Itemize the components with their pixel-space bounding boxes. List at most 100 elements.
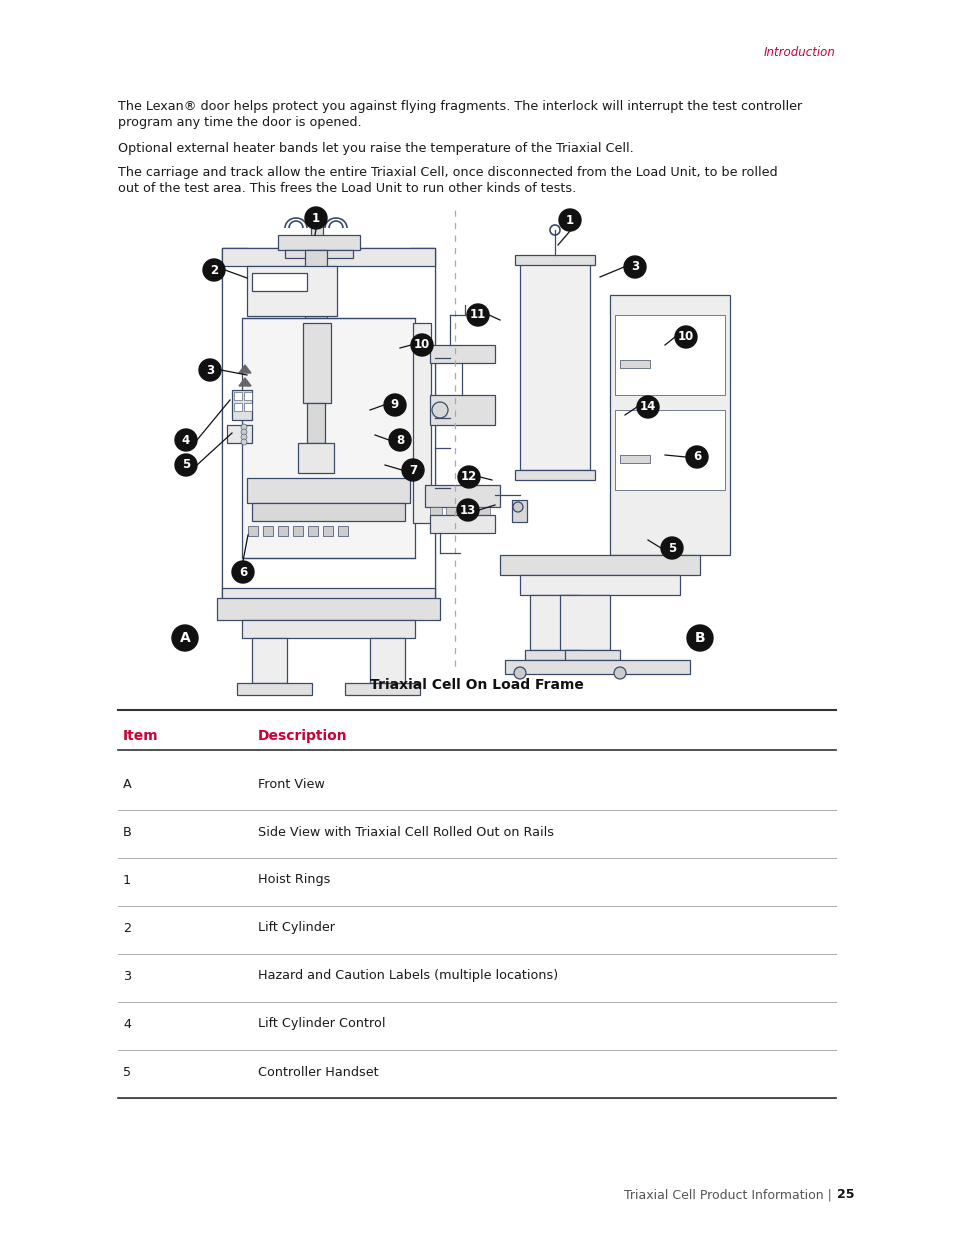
Bar [530,595,579,650]
Circle shape [174,454,196,475]
Bar [615,315,724,395]
Text: Side View with Triaxial Cell Rolled Out on Rails: Side View with Triaxial Cell Rolled Out … [257,825,554,839]
Circle shape [558,209,580,231]
Text: 3: 3 [206,363,213,377]
Bar [227,425,252,443]
Text: Hazard and Caution Labels (multiple locations): Hazard and Caution Labels (multiple loca… [257,969,558,983]
Circle shape [241,429,247,435]
Bar [307,403,325,443]
Text: 25: 25 [836,1188,854,1202]
Bar [524,650,579,659]
Text: 3: 3 [630,261,639,273]
Bar [512,500,526,522]
Text: 4: 4 [123,1018,131,1030]
Circle shape [241,424,247,430]
Text: Description: Description [257,729,347,743]
Polygon shape [239,366,251,373]
Circle shape [203,259,225,282]
Polygon shape [239,378,251,387]
Circle shape [457,466,479,488]
Bar [308,526,317,536]
Circle shape [199,359,221,382]
Circle shape [232,561,253,583]
Text: 13: 13 [459,504,476,516]
Bar [515,254,595,266]
Bar [248,526,257,536]
Bar [244,403,252,411]
Bar [323,526,333,536]
Text: Item: Item [123,729,158,743]
Text: The carriage and track allow the entire Triaxial Cell, once disconnected from th: The carriage and track allow the entire … [118,165,777,179]
Bar [413,324,431,522]
Text: Lift Cylinder: Lift Cylinder [257,921,335,935]
Bar [247,478,410,503]
Bar [515,471,595,480]
Text: program any time the door is opened.: program any time the door is opened. [118,116,361,128]
Bar [559,595,609,650]
Bar [461,508,474,515]
Bar [303,324,331,403]
Text: A: A [123,778,132,790]
Bar [504,659,689,674]
Bar [252,638,287,683]
Text: 10: 10 [414,338,430,352]
Circle shape [514,667,525,679]
Bar [337,526,348,536]
Circle shape [241,438,247,445]
Text: Triaxial Cell On Load Frame: Triaxial Cell On Load Frame [370,678,583,692]
Text: 5: 5 [667,541,676,555]
Circle shape [467,304,489,326]
Circle shape [675,326,697,348]
Text: 6: 6 [238,566,247,578]
Text: 14: 14 [639,400,656,414]
Circle shape [174,429,196,451]
Text: Optional external heater bands let you raise the temperature of the Triaxial Cel: Optional external heater bands let you r… [118,142,633,156]
Text: 1: 1 [123,873,131,887]
Circle shape [685,446,707,468]
Text: Controller Handset: Controller Handset [257,1066,378,1078]
Bar [222,588,435,600]
Bar [305,249,327,350]
Bar [222,248,435,598]
Text: Introduction: Introduction [763,46,835,58]
Circle shape [432,403,448,417]
Bar [345,683,419,695]
Bar [222,248,435,266]
Bar [263,526,273,536]
Text: 12: 12 [460,471,476,483]
Circle shape [660,537,682,559]
Bar [615,410,724,490]
Bar [244,391,252,400]
Bar [609,295,729,555]
Bar [233,403,242,411]
Circle shape [513,501,522,513]
Bar [370,638,405,683]
Text: The Lexan® door helps protect you against flying fragments. The interlock will i: The Lexan® door helps protect you agains… [118,100,801,112]
Circle shape [241,433,247,440]
Bar [297,443,334,473]
Text: 6: 6 [692,451,700,463]
Bar [277,526,288,536]
Text: 3: 3 [123,969,131,983]
Bar [285,249,353,258]
Text: 9: 9 [391,399,398,411]
Bar [242,620,415,638]
Bar [430,395,495,425]
Text: 4: 4 [182,433,190,447]
Bar [410,248,435,598]
Bar [430,508,441,515]
Text: B: B [123,825,132,839]
Bar [499,555,700,576]
Text: 1: 1 [565,214,574,226]
Bar [430,515,495,534]
Bar [232,390,252,420]
Circle shape [686,625,712,651]
Bar [446,508,457,515]
Bar [252,273,307,291]
Text: B: B [694,631,704,645]
Bar [252,503,405,521]
Text: Front View: Front View [257,778,324,790]
Bar [424,485,499,508]
Text: Lift Cylinder Control: Lift Cylinder Control [257,1018,385,1030]
Circle shape [172,625,198,651]
